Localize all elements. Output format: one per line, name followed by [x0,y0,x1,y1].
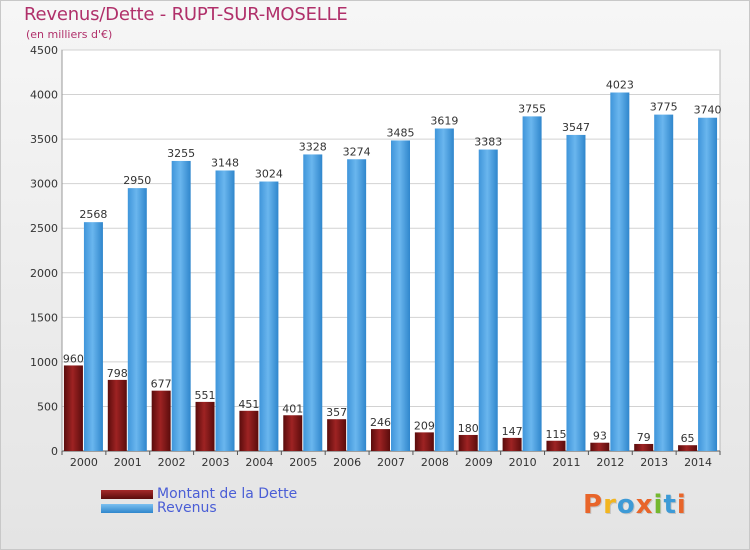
bar-revenus [347,159,367,451]
bar-revenus [610,92,630,452]
y-tick-label: 2500 [30,222,58,235]
y-tick-label: 1500 [30,311,58,324]
bar-dette [678,445,698,451]
bar-dette [195,401,215,451]
data-label-revenus: 2568 [79,208,107,221]
legend-label-revenus: Revenus [157,500,217,516]
bar-dette [283,415,303,451]
x-tick-label: 2000 [70,456,98,469]
data-label-revenus: 3148 [211,156,239,169]
data-label-revenus: 3383 [474,136,502,149]
bar-revenus [434,128,454,451]
bar-revenus [171,160,191,451]
bar-revenus [654,114,674,451]
chart-title: Revenus/Dette - RUPT-SUR-MOSELLE [24,4,348,25]
x-tick-label: 2012 [596,456,624,469]
y-tick-label: 2000 [30,267,58,280]
x-tick-label: 2007 [377,456,405,469]
data-label-revenus: 3274 [343,145,371,158]
legend-item-dette: Montant de la Dette [101,486,298,502]
bar-dette [502,437,522,451]
bar-dette [239,410,259,451]
bar-revenus [303,154,323,451]
x-tick-label: 2008 [421,456,449,469]
bar-revenus [391,140,410,451]
data-label-revenus: 2950 [123,174,151,187]
data-label-revenus: 3255 [167,147,195,160]
legend-label-dette: Montant de la Dette [157,486,298,502]
data-label-dette: 180 [458,422,479,435]
data-label-revenus: 4023 [606,79,634,92]
bar-dette [458,434,478,451]
data-label-revenus: 3775 [650,101,678,114]
data-label-dette: 798 [107,367,128,380]
x-tick-label: 2001 [114,456,142,469]
bar-revenus [215,170,235,452]
data-label-dette: 147 [502,425,523,438]
bar-dette [151,390,171,451]
data-label-revenus: 3740 [694,104,722,117]
data-label-revenus: 3755 [518,102,546,115]
bar-dette [107,379,127,451]
data-label-dette: 79 [637,431,651,444]
chart-subtitle: (en milliers d'€) [26,28,113,41]
y-tick-label: 3000 [30,178,58,191]
x-tick-label: 2004 [245,456,273,469]
data-label-revenus: 3547 [562,121,590,134]
bar-revenus [83,222,103,451]
bar-revenus [566,134,586,451]
y-tick-label: 4000 [30,89,58,102]
data-label-revenus: 3328 [299,140,327,153]
x-tick-label: 2002 [158,456,186,469]
y-tick-label: 4500 [30,44,58,57]
bar-revenus [127,188,147,451]
bar-revenus [259,181,279,451]
data-label-dette: 209 [414,419,435,432]
x-tick-label: 2014 [684,456,712,469]
x-tick-label: 2009 [465,456,493,469]
data-label-revenus: 3619 [430,115,458,128]
legend-swatch-revenus [101,503,153,513]
bar-dette [327,419,347,451]
data-label-dette: 65 [681,432,695,445]
data-label-dette: 451 [238,398,259,411]
bar-revenus [478,149,498,451]
y-tick-label: 3500 [30,133,58,146]
data-label-dette: 960 [63,352,84,365]
y-tick-label: 0 [51,445,58,458]
x-tick-label: 2013 [640,456,668,469]
x-tick-label: 2005 [289,456,317,469]
data-label-revenus: 3024 [255,168,283,181]
bar-revenus [522,116,542,451]
data-label-dette: 93 [593,430,607,443]
data-label-dette: 246 [370,416,391,429]
bar-dette [414,432,434,451]
bar-revenus [698,117,718,452]
x-tick-label: 2003 [202,456,230,469]
data-label-dette: 677 [151,378,172,391]
bar-dette [63,365,83,451]
bar-dette [546,440,566,451]
data-label-dette: 115 [545,428,566,441]
proxiti-logo: Proxiti [583,490,687,520]
y-tick-label: 1000 [30,356,58,369]
bar-dette [590,442,610,451]
data-label-dette: 357 [326,406,347,419]
data-label-dette: 551 [195,389,216,402]
legend-swatch-dette [101,489,153,499]
x-tick-label: 2006 [333,456,361,469]
data-label-revenus: 3485 [387,126,415,139]
x-tick-label: 2010 [509,456,537,469]
bar-dette [634,443,654,451]
x-tick-label: 2011 [552,456,580,469]
legend-item-revenus: Revenus [101,500,217,516]
data-label-dette: 401 [282,402,303,415]
y-tick-label: 500 [37,400,58,413]
bar-dette [371,429,390,451]
